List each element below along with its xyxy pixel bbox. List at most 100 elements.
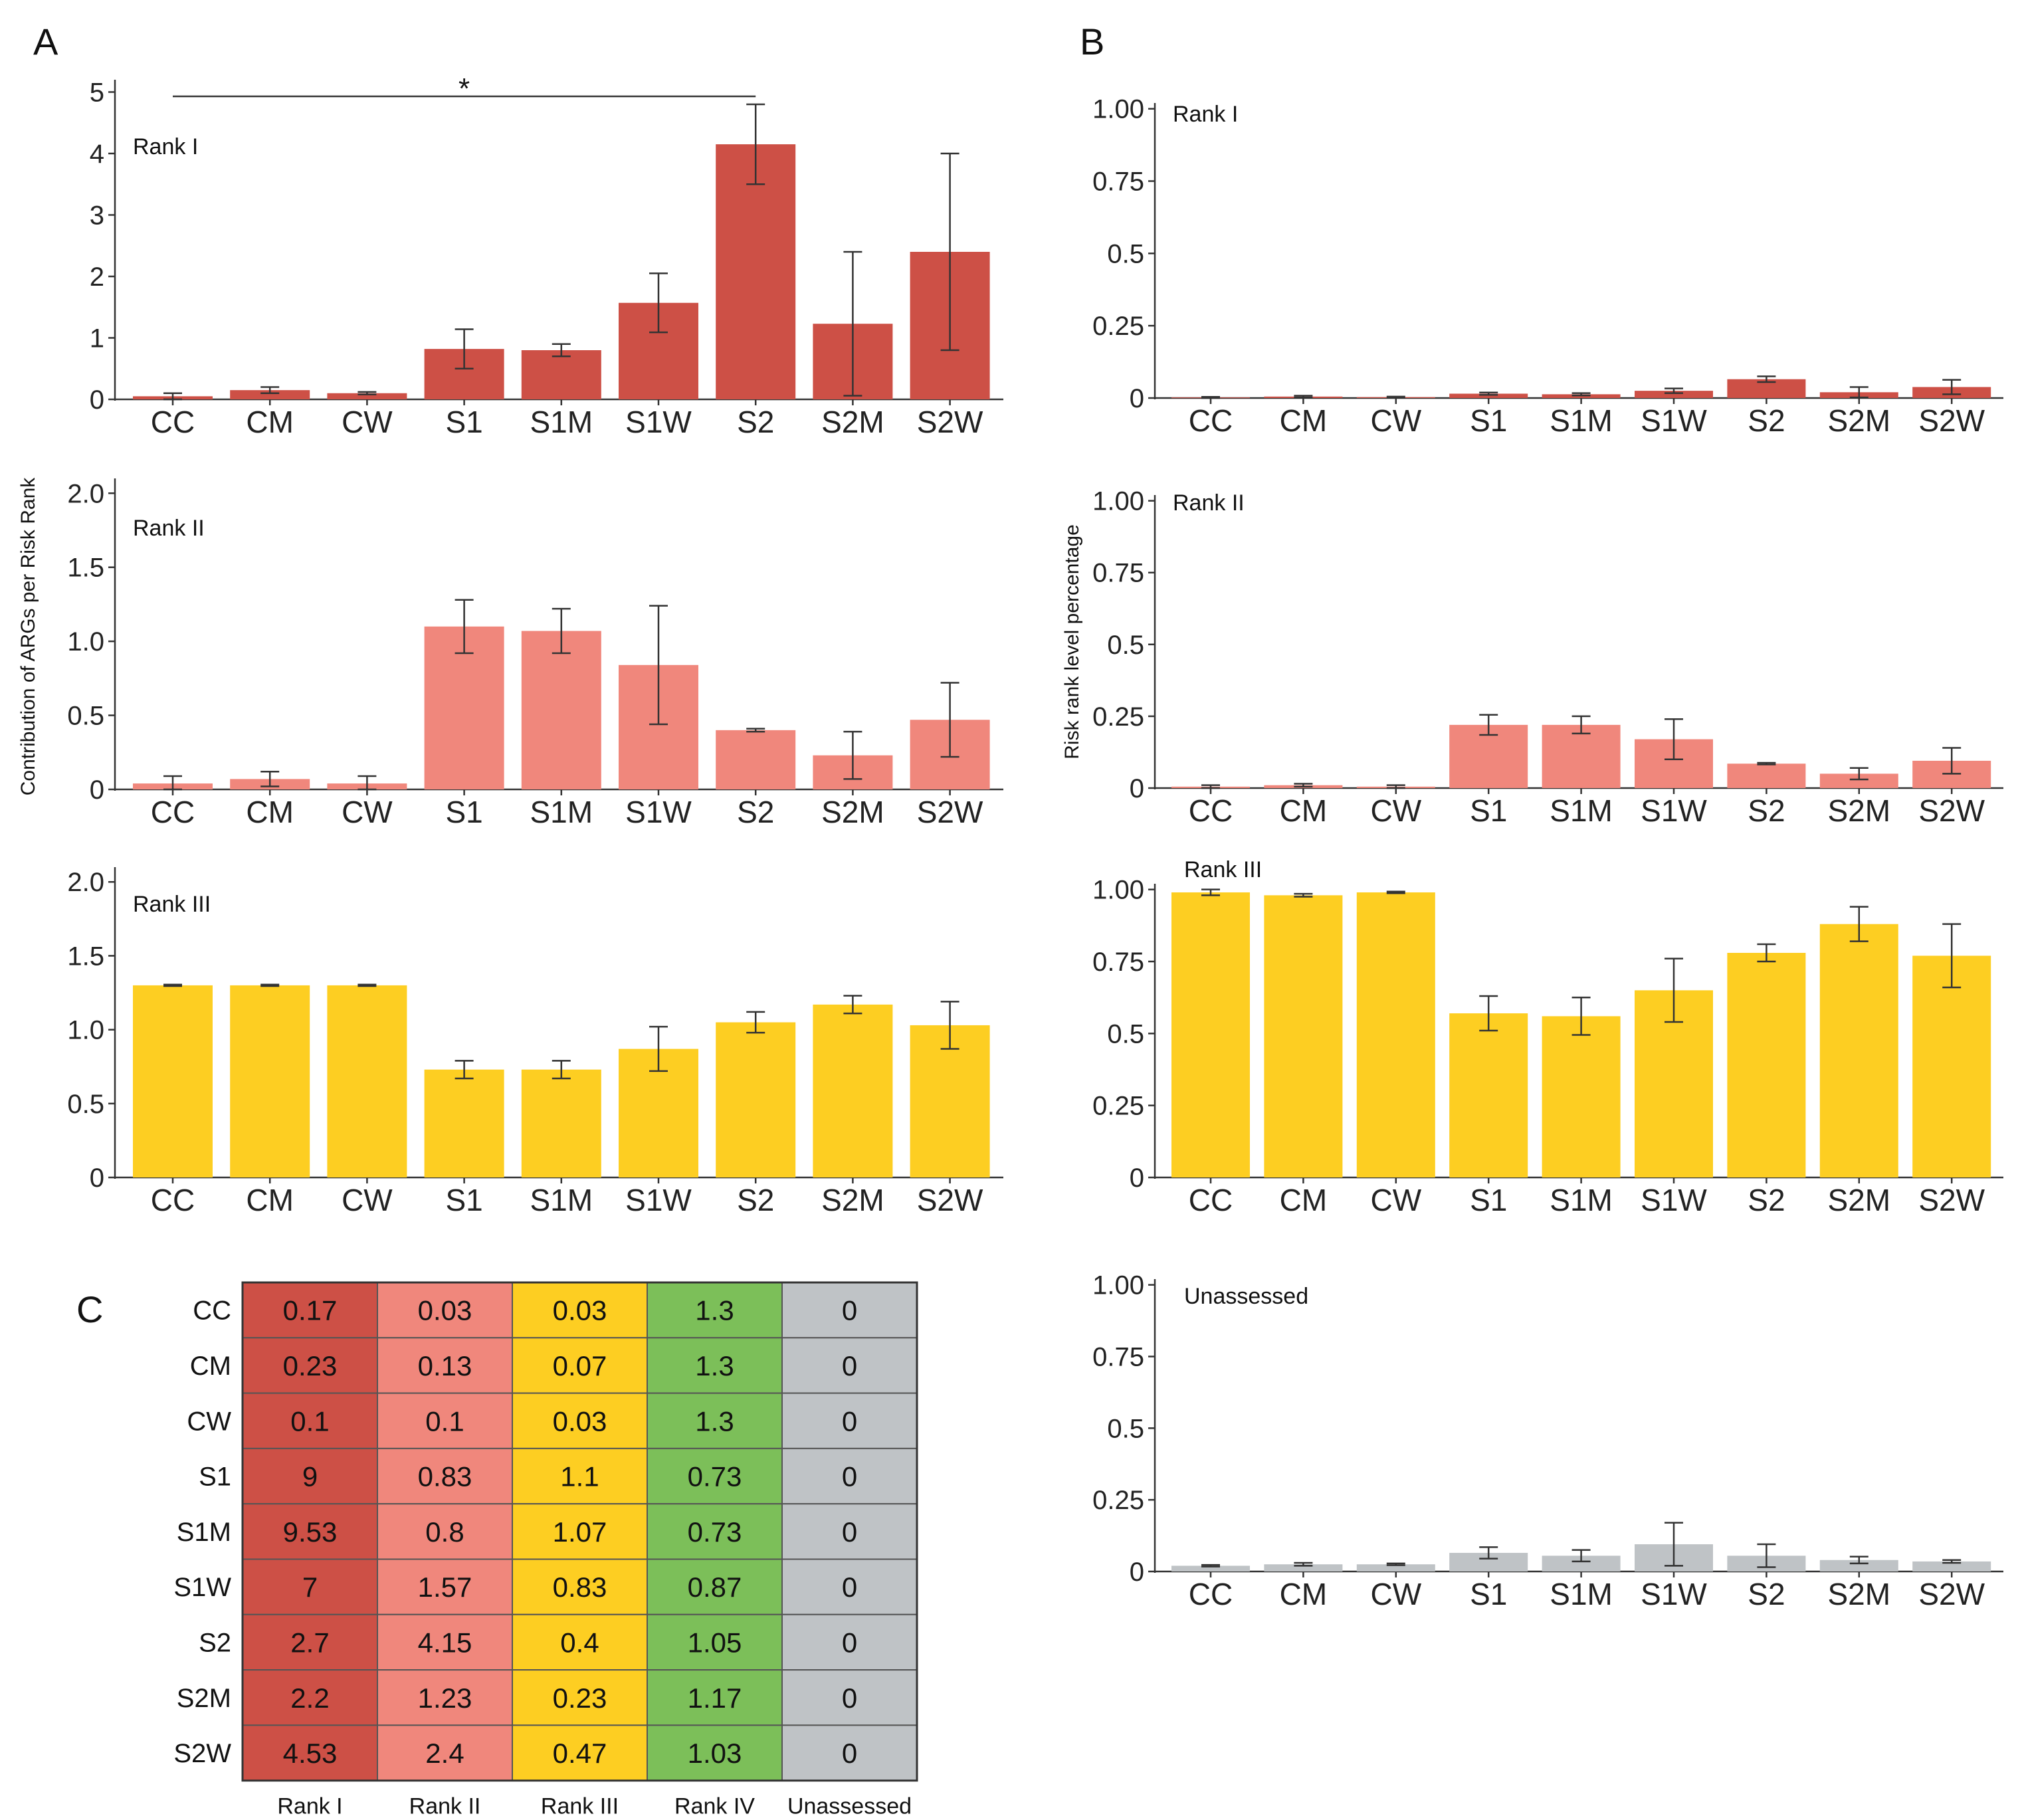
chart-a1: 0 1 2 3 4 5 CC CM CW S1 S1M S1W S2 S2M S2W Rank I * Contr… — [17, 72, 1003, 795]
row-label: S1M — [177, 1518, 231, 1547]
x-tick-label: CC — [151, 405, 195, 439]
x-tick-label: CM — [1280, 1577, 1328, 1611]
rank-annotation: Unassessed — [1184, 1284, 1308, 1309]
x-tick-label: S1M — [1550, 1183, 1613, 1217]
cell-value: 1.3 — [695, 1295, 734, 1326]
table-cell — [647, 1724, 783, 1781]
y-tick-label: 1.00 — [1092, 1271, 1144, 1300]
table-cell — [781, 1503, 918, 1560]
cell-value: 2.4 — [425, 1738, 464, 1769]
cell-value: 0 — [842, 1295, 857, 1326]
cell-value: 9.53 — [283, 1516, 338, 1548]
table-cell — [647, 1337, 783, 1394]
bar-s1m — [521, 1069, 601, 1177]
bar-s1m — [1542, 1556, 1621, 1571]
cell-value: 0 — [842, 1516, 857, 1548]
x-tick-label: S1W — [1641, 1183, 1707, 1217]
cell-value: 0 — [842, 1738, 857, 1769]
y-tick-label: 0.5 — [67, 702, 104, 731]
row-label: S2 — [199, 1628, 231, 1657]
x-tick-label: S2M — [1828, 403, 1891, 438]
y-tick-label: 1.00 — [1092, 487, 1144, 516]
cell-value: 1.23 — [418, 1682, 472, 1714]
rank-annotation: Rank I — [1173, 102, 1238, 127]
cell-value: 7 — [302, 1571, 318, 1603]
bar-cm — [230, 985, 310, 1177]
x-tick-label: CM — [1280, 403, 1328, 438]
x-tick-label: S1 — [445, 1183, 482, 1217]
x-tick-label: S2 — [737, 1183, 774, 1217]
cell-value: 1.57 — [418, 1571, 472, 1603]
bar-cc — [1171, 892, 1250, 1177]
x-tick-label: CC — [1189, 793, 1233, 828]
y-tick-label: 1.00 — [1092, 876, 1144, 905]
x-tick-label: S1W — [1641, 793, 1707, 828]
y-tick-label: 2 — [90, 262, 104, 292]
bar-cc — [133, 985, 213, 1177]
bar-cc — [1171, 1566, 1250, 1571]
y-tick-label: 0.75 — [1092, 948, 1144, 977]
table-cell — [377, 1392, 513, 1449]
bar-s2 — [716, 730, 796, 789]
y-tick-label: 1.5 — [67, 942, 104, 971]
table-border — [241, 1281, 918, 1782]
y-tick-label: 0 — [1130, 1163, 1144, 1193]
x-tick-label: S2 — [737, 405, 774, 439]
cell-value: 0 — [842, 1461, 857, 1492]
row-label: CC — [193, 1296, 231, 1326]
table-cell — [512, 1558, 648, 1615]
cell-value: 0.23 — [553, 1682, 607, 1714]
table-cell — [647, 1392, 783, 1449]
table-cell — [512, 1337, 648, 1394]
cell-value: 0.47 — [553, 1738, 607, 1769]
y-tick-label: 2.0 — [67, 479, 104, 508]
x-tick-label: S1M — [530, 795, 593, 829]
y-tick-label: 0 — [90, 775, 104, 805]
column-label: Rank III — [541, 1794, 619, 1819]
rank-annotation: Rank II — [133, 516, 205, 541]
cell-value: 0.23 — [283, 1350, 338, 1381]
rank-annotation: Rank III — [1184, 857, 1262, 882]
rank-annotation: Rank I — [133, 134, 198, 159]
cell-value: 1.17 — [688, 1682, 742, 1714]
y-tick-label: 0.25 — [1092, 702, 1144, 732]
table-cell — [512, 1724, 648, 1781]
y-tick-label: 1.0 — [67, 627, 104, 657]
chart-b2: 0 0.25 0.5 0.75 1.00 CC CM CW S1 S1M S1W S2 S2M S2W Ra… — [1061, 487, 2003, 828]
bar-s2w — [910, 1025, 990, 1177]
cell-value: 0.03 — [553, 1295, 607, 1326]
y-axis-label: Contribution of ARGs per Risk Rank — [17, 477, 39, 796]
y-tick-label: 1 — [90, 324, 104, 354]
chart-b3: 0 0.25 0.5 0.75 1.00 CC CM CW S1 S1M S1W S2 S2M S2W Ra… — [1092, 857, 2003, 1217]
bar-s1m — [1542, 724, 1621, 788]
cell-value: 0.73 — [688, 1461, 742, 1492]
cell-value: 1.1 — [560, 1461, 599, 1492]
x-tick-label: S2M — [821, 795, 884, 829]
x-tick-label: CC — [1189, 1183, 1233, 1217]
cell-value: 0.83 — [553, 1571, 607, 1603]
bar-s2 — [1727, 953, 1806, 1177]
chart-b1: 0 0.25 0.5 0.75 1.00 CC CM CW S1 S1M S1W S2 S2M S2W Ra… — [1092, 95, 2003, 438]
column-label: Rank IV — [674, 1794, 755, 1819]
plots-layer: 0 1 2 3 4 5 CC CM CW S1 S1M S1W S2 S2M S2W Rank I * Contr… — [17, 72, 2003, 1819]
bar-cw — [327, 985, 407, 1177]
bar-s2m — [1819, 924, 1898, 1177]
y-tick-label: 1.0 — [67, 1016, 104, 1045]
x-tick-label: S2W — [1918, 403, 1985, 438]
table-cell — [781, 1558, 918, 1615]
cell-value: 4.53 — [283, 1738, 338, 1769]
y-axis-label: Risk rank level percentage — [1061, 524, 1083, 759]
y-tick-label: 0.5 — [1107, 1414, 1144, 1443]
table-cell — [512, 1669, 648, 1726]
row-label: S2W — [173, 1739, 231, 1768]
x-tick-label: S2 — [737, 795, 774, 829]
table-cell — [377, 1337, 513, 1394]
x-tick-label: S2 — [1748, 1577, 1785, 1611]
table-cell — [512, 1503, 648, 1560]
cell-value: 1.03 — [688, 1738, 742, 1769]
x-tick-label: S2W — [917, 795, 983, 829]
bar-s1w — [1635, 391, 1713, 398]
table-cell — [377, 1503, 513, 1560]
table-cell — [377, 1558, 513, 1615]
x-tick-label: S2M — [1828, 1183, 1891, 1217]
